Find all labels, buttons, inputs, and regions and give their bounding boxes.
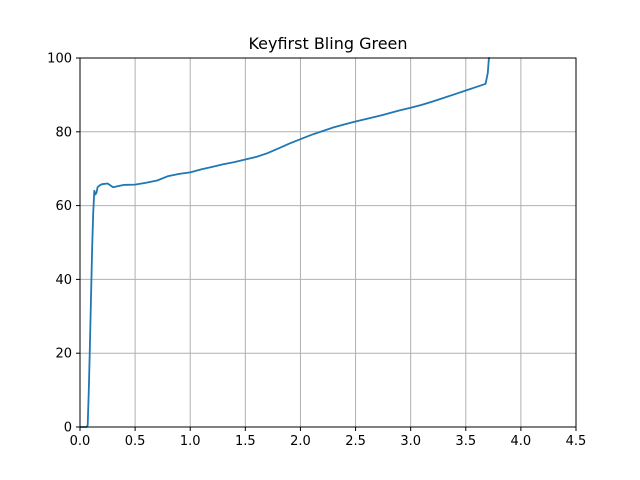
- x-tick-label: 4.0: [511, 434, 532, 449]
- x-tick-label: 3.5: [455, 434, 476, 449]
- x-tick-label: 4.5: [566, 434, 587, 449]
- x-tick-label: 0.0: [70, 434, 91, 449]
- grid-lines: [79, 57, 577, 428]
- plot-frame: [79, 57, 577, 428]
- y-axis-ticks: 0 20 40 60 80 100: [47, 52, 80, 436]
- x-axis-ticks: 0.0 0.5 1.0 1.5 2.0 2.5 3.0 3.5 4.0 4.5: [70, 427, 587, 449]
- chart-title: Keyfirst Bling Green: [248, 34, 407, 53]
- x-tick-label: 0.5: [125, 434, 146, 449]
- x-tick-label: 3.0: [400, 434, 421, 449]
- x-tick-label: 2.5: [345, 434, 366, 449]
- series-line: [80, 57, 490, 428]
- x-tick-label: 2.0: [290, 434, 311, 449]
- y-tick-label: 100: [47, 52, 72, 67]
- x-tick-label: 1.5: [235, 434, 256, 449]
- y-tick-label: 80: [55, 125, 72, 140]
- y-tick-label: 60: [55, 199, 72, 214]
- series-layer: [80, 57, 490, 428]
- y-tick-label: 20: [55, 347, 72, 362]
- x-tick-label: 1.0: [180, 434, 201, 449]
- y-tick-label: 0: [64, 421, 72, 436]
- y-tick-label: 40: [55, 273, 72, 288]
